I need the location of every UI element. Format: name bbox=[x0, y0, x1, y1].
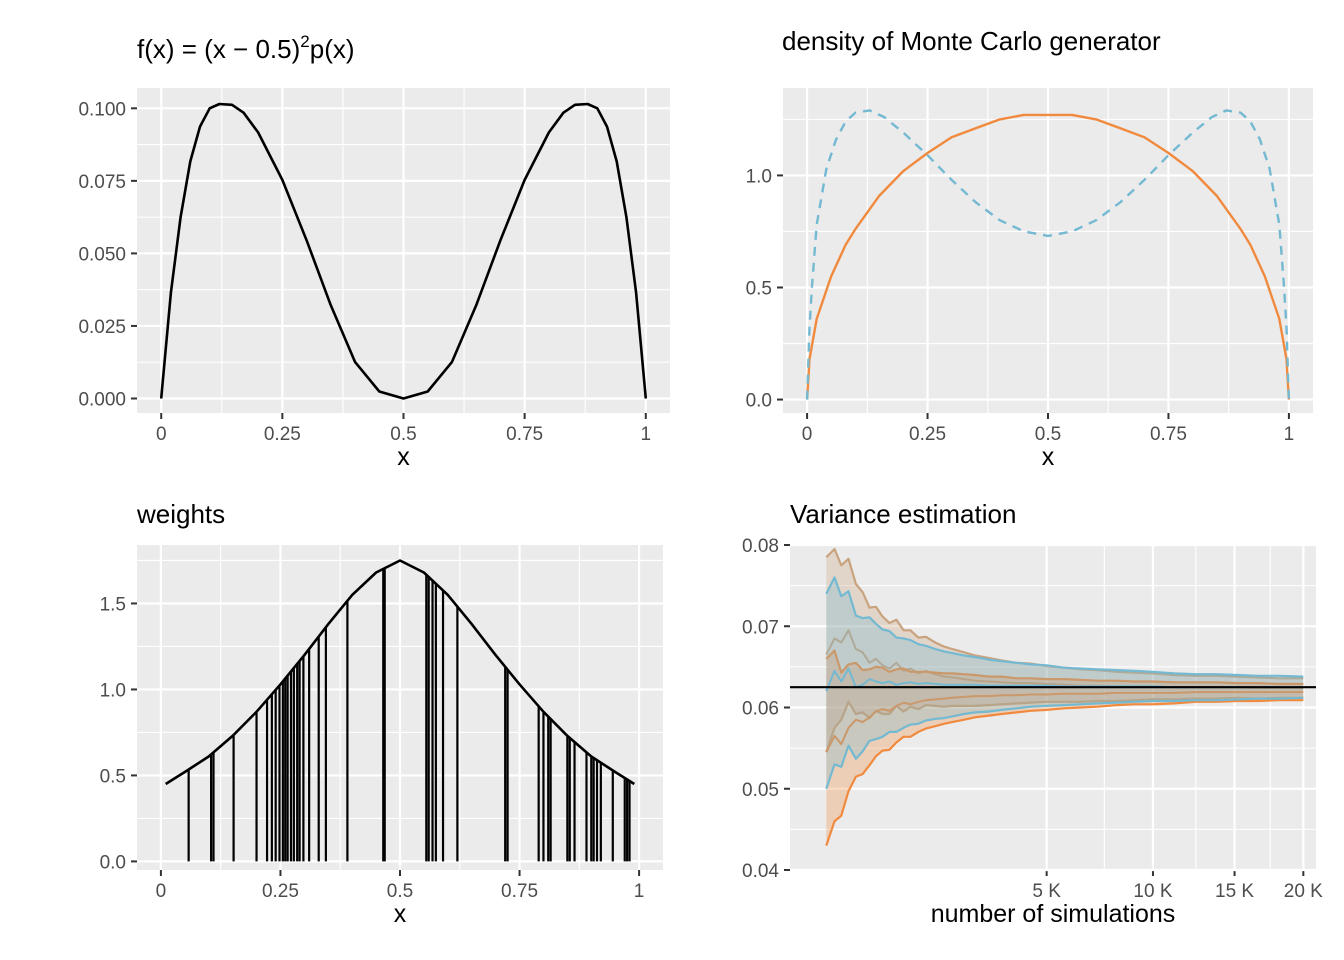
band-upper-line-tan bbox=[825, 548, 1304, 680]
y-tick-label: 0.05 bbox=[742, 780, 779, 801]
band-lower-line-orange bbox=[825, 699, 1304, 846]
band-upper-line-orange bbox=[825, 649, 1304, 685]
series-line-solid bbox=[805, 113, 1291, 400]
y-tick-label: 0.050 bbox=[78, 244, 126, 265]
y-tick-label: 1.0 bbox=[746, 166, 772, 187]
x-tick-label: 0 bbox=[156, 881, 167, 902]
y-tick-label: 0.04 bbox=[742, 861, 779, 882]
x-axis-title: number of simulations bbox=[931, 900, 1176, 928]
x-tick-label: 0 bbox=[802, 424, 813, 445]
confidence-band-tan bbox=[826, 549, 1304, 753]
y-tick-label: 0.025 bbox=[78, 317, 126, 338]
confidence-band-blue bbox=[826, 577, 1304, 789]
p3-title: weights bbox=[136, 499, 225, 529]
x-tick-label: 0.5 bbox=[1035, 424, 1061, 445]
y-tick-label: 0.0 bbox=[746, 391, 772, 412]
band-mid-line-orange bbox=[825, 691, 1304, 753]
x-tick-label: 10 K bbox=[1133, 881, 1172, 902]
x-tick-label: 5 K bbox=[1032, 881, 1061, 902]
y-tick-label: 0.000 bbox=[78, 389, 126, 410]
x-tick-label: 0 bbox=[156, 424, 167, 445]
y-tick-label: 1.0 bbox=[100, 680, 126, 701]
x-tick-label: 0.5 bbox=[390, 424, 416, 445]
panel-weights: 0 0.25 0.5 0.75 1 0.0 0.5 1.0 1.5 x weights bbox=[100, 499, 663, 928]
y-tick-label: 1.5 bbox=[100, 594, 126, 615]
y-tick-label: 0.08 bbox=[742, 536, 779, 557]
panel-variance-estimation: 5 K 10 K 15 K 20 K 0.04 0.05 0.06 0.07 0.08 numbe… bbox=[742, 499, 1323, 928]
y-tick-label: 0.5 bbox=[100, 766, 126, 787]
x-tick-label: 0.75 bbox=[1150, 424, 1187, 445]
p1-title-tail: p(x) bbox=[310, 34, 355, 64]
panel-density: 0 0.25 0.5 0.75 1 0.0 0.5 1.0 x density of Monte … bbox=[746, 26, 1313, 471]
x-tick-label: 0.25 bbox=[264, 424, 301, 445]
y-tick-label: 0.5 bbox=[746, 278, 772, 299]
band-upper-line-blue bbox=[825, 576, 1304, 678]
x-tick-label: 20 K bbox=[1284, 881, 1323, 902]
x-tick-label: 0.75 bbox=[506, 424, 543, 445]
x-axis-title: x bbox=[397, 443, 410, 471]
p2-title: density of Monte Carlo generator bbox=[782, 26, 1161, 56]
x-tick-label: 0.25 bbox=[262, 881, 299, 902]
x-tick-label: 1 bbox=[640, 424, 651, 445]
y-tick-label: 0.07 bbox=[742, 617, 779, 638]
y-tick-label: 0.075 bbox=[78, 172, 126, 193]
p4-title: Variance estimation bbox=[790, 499, 1016, 529]
x-tick-label: 1 bbox=[634, 881, 645, 902]
panel-f-of-x: 0 0.25 0.5 0.75 1 0.000 0.025 0.050 0.075 0.100 x f… bbox=[78, 32, 670, 471]
series-line-dashed bbox=[805, 109, 1291, 400]
x-tick-label: 0.5 bbox=[387, 881, 413, 902]
x-axis-title: x bbox=[1042, 443, 1055, 471]
x-axis-title: x bbox=[394, 900, 407, 928]
y-tick-label: 0.100 bbox=[78, 99, 126, 120]
p1-title: f(x) = (x − 0.5)2p(x) bbox=[137, 32, 355, 64]
x-tick-label: 15 K bbox=[1215, 881, 1254, 902]
x-tick-label: 1 bbox=[1284, 424, 1295, 445]
x-tick-label: 0.25 bbox=[909, 424, 946, 445]
weight-curve bbox=[165, 559, 635, 786]
y-tick-label: 0.06 bbox=[742, 699, 779, 720]
series-line-f bbox=[159, 102, 648, 400]
band-lower-line-blue bbox=[825, 696, 1304, 790]
x-tick-label: 0.75 bbox=[501, 881, 538, 902]
y-tick-label: 0.0 bbox=[100, 852, 126, 873]
p1-title-superscript: 2 bbox=[300, 32, 309, 51]
